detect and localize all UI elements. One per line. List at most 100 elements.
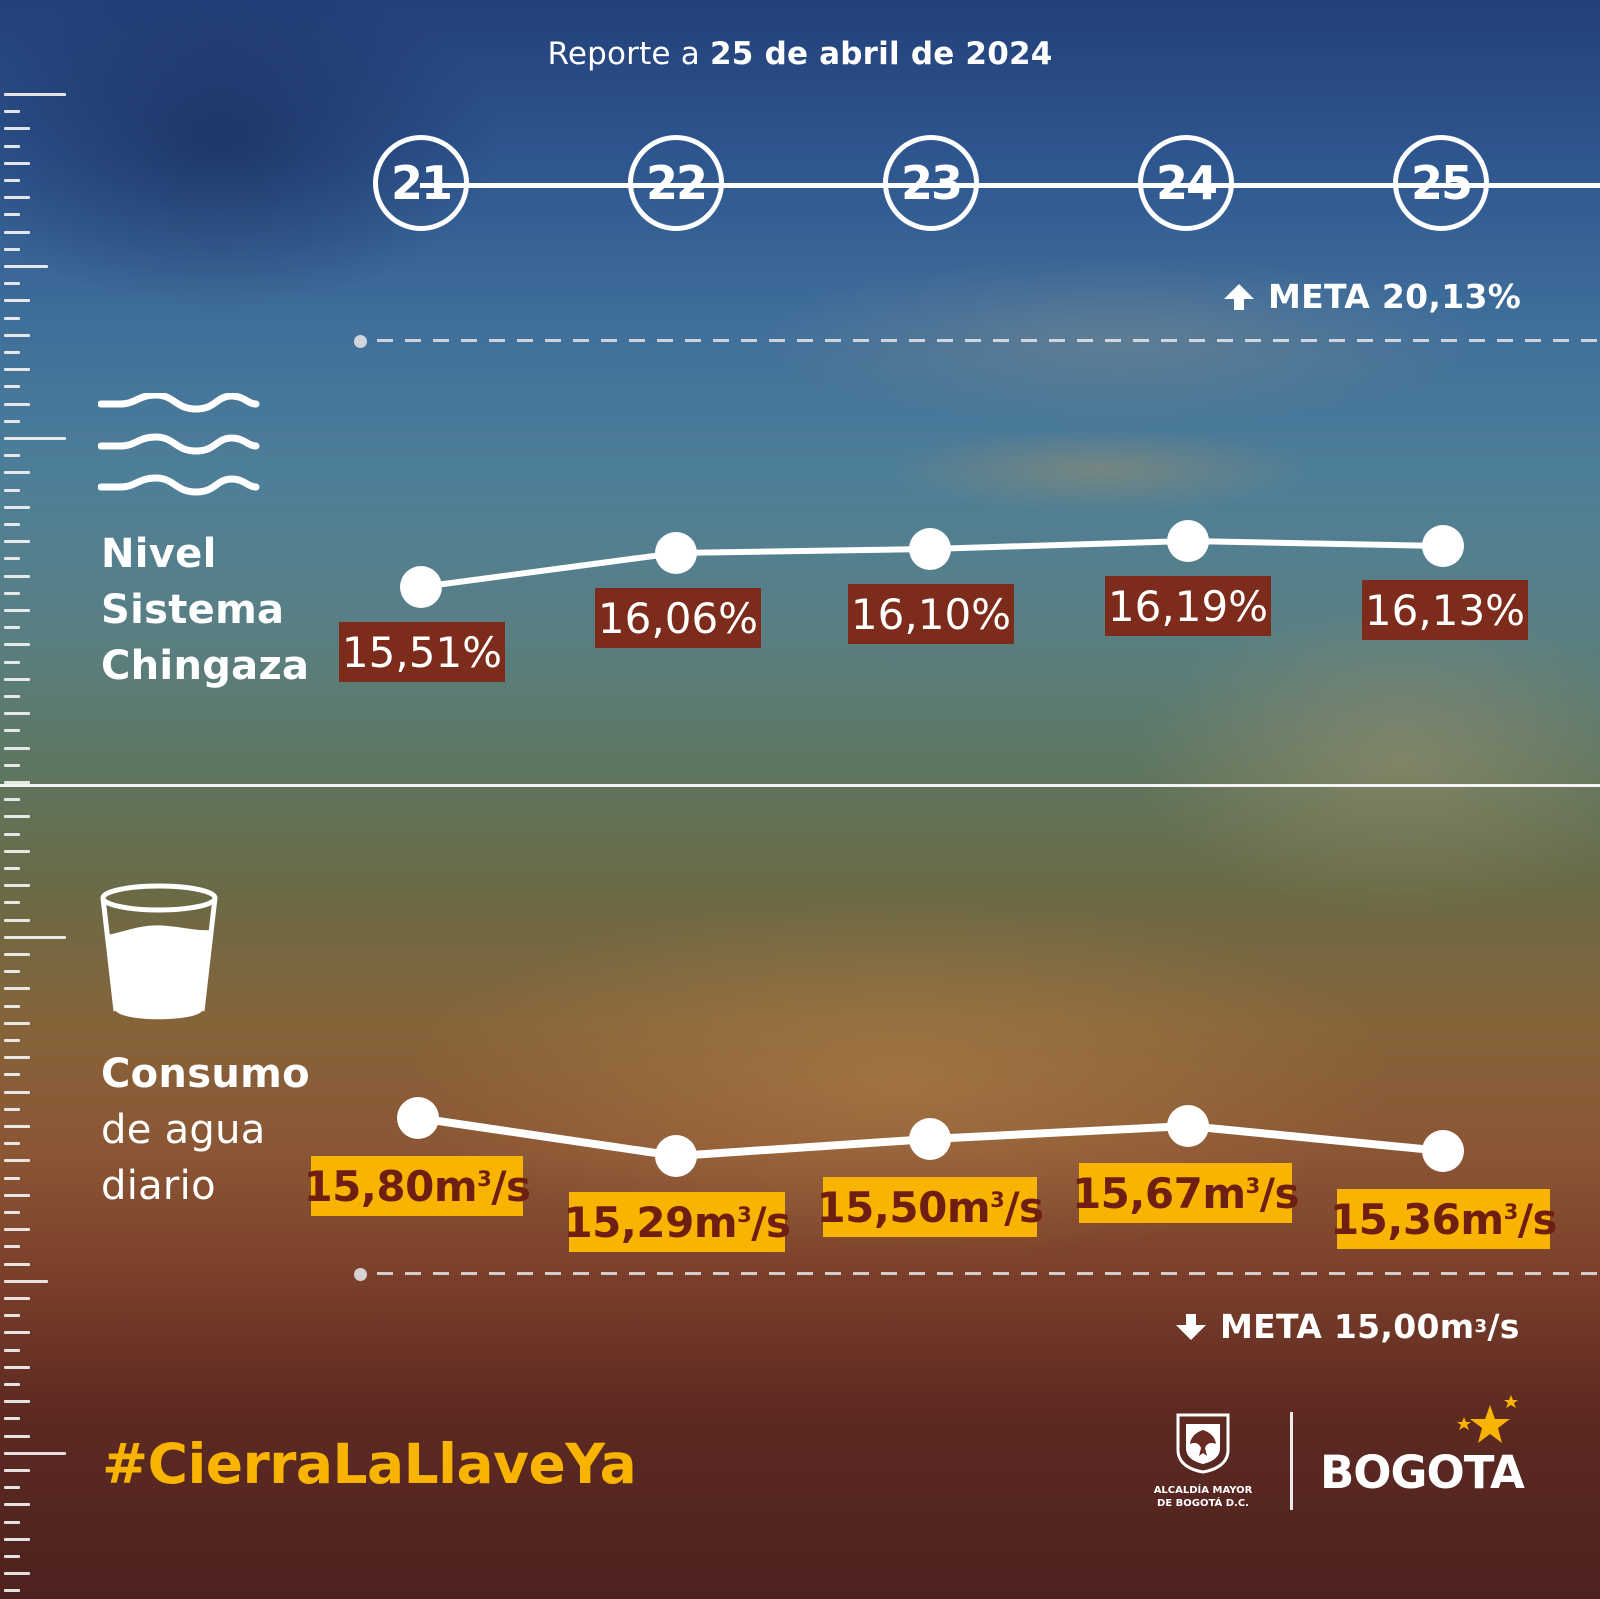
ruler-tick [4, 334, 30, 337]
arrow-up-icon [1224, 283, 1254, 310]
nivel-section-label: Nivel Sistema Chingaza [101, 526, 309, 694]
chip-unit: m [433, 1161, 478, 1211]
nivel-label-line3: Chingaza [101, 643, 310, 689]
chip-number: 15,50 [816, 1182, 947, 1232]
nivel-value-23: 16,10% [848, 584, 1014, 644]
ruler-tick [4, 1108, 20, 1111]
chip-unit-tail: /s [491, 1161, 531, 1211]
day-circle-23: 23 [883, 135, 979, 231]
chip-number: 15,67 [1071, 1168, 1203, 1218]
consumo-point-25 [1422, 1130, 1464, 1172]
consumo-meta-label: META 15,00m [1220, 1307, 1475, 1346]
nivel-meta: META 20,13% [1222, 277, 1521, 316]
chip-text: 16,06% [597, 593, 759, 643]
ruler-tick [4, 987, 30, 990]
ruler-tick [4, 1177, 20, 1180]
day-circle-25: 25 [1393, 135, 1489, 231]
ruler-tick [4, 93, 66, 96]
chip-number: 15,80 [303, 1161, 434, 1211]
nivel-point-23 [909, 528, 951, 570]
ruler-tick [4, 712, 30, 715]
consumo-meta-dot [354, 1268, 367, 1281]
ruler-tick [4, 1228, 30, 1231]
day-circle-24: 24 [1138, 135, 1234, 231]
nivel-value-24: 16,19% [1105, 576, 1271, 636]
ruler-tick [4, 145, 20, 148]
chip-text: 16,13% [1364, 585, 1526, 635]
ruler-tick [4, 540, 30, 543]
ruler-tick [4, 557, 20, 560]
nivel-meta-label: META 20,13% [1268, 277, 1522, 316]
chip-unit-tail: /s [1259, 1168, 1300, 1218]
chip-number: 15,36 [1329, 1194, 1461, 1244]
ruler-tick [4, 506, 30, 509]
day-circle-21: 21 [373, 135, 469, 231]
chip-unit-sup: 3 [990, 1187, 1005, 1212]
water-waves-icon [98, 393, 260, 496]
ruler-tick [4, 523, 20, 526]
ruler-tick [4, 231, 30, 234]
ruler-tick [4, 592, 20, 595]
consumo-point-21 [397, 1097, 439, 1139]
nivel-value-22: 16,06% [595, 588, 761, 648]
ruler-tick [4, 1366, 30, 1369]
timeline-line [420, 183, 1600, 188]
campaign-hashtag: #CierraLaLlaveYa [102, 1432, 637, 1496]
ruler-tick [4, 815, 30, 818]
arrow-down-icon [1176, 1313, 1206, 1340]
consumo-value-21: 15,80 m 3/s [303, 1156, 531, 1216]
chip-unit-sup: 3 [1245, 1173, 1261, 1198]
ruler-tick [4, 1417, 20, 1420]
ruler-tick [4, 1245, 20, 1248]
ruler-tick [4, 317, 20, 320]
ruler-tick [4, 1263, 30, 1266]
consumo-value-22: 15,29 m 3/s [563, 1192, 791, 1252]
ruler-tick [4, 729, 20, 732]
consumo-value-25: 15,36 m 3/s [1330, 1189, 1558, 1249]
ruler-tick [4, 1589, 20, 1592]
alcaldia-line1: ALCALDÍA MAYOR [1153, 1485, 1253, 1496]
ruler-tick [4, 747, 30, 750]
nivel-label-line1: Nivel [101, 531, 217, 577]
ruler-tick [4, 282, 20, 285]
nivel-meta-dashed-line [377, 339, 1600, 342]
ruler-tick [4, 901, 20, 904]
ruler-tick [4, 1555, 20, 1558]
ruler-tick [4, 196, 30, 199]
consumo-point-23 [909, 1118, 951, 1160]
ruler-tick [4, 970, 20, 973]
ruler-tick [4, 162, 30, 165]
chip-unit: m [946, 1182, 991, 1232]
ruler-tick [4, 1503, 30, 1506]
nivel-point-24 [1167, 520, 1209, 562]
day-label: 21 [390, 156, 453, 210]
ruler-tick [4, 110, 20, 113]
ruler-tick [4, 1400, 30, 1403]
ruler-tick [4, 351, 20, 354]
ruler-tick [4, 1073, 20, 1076]
ruler-tick [4, 953, 30, 956]
alcaldia-logo: ALCALDÍA MAYOR DE BOGOTÁ D.C. [1148, 1412, 1258, 1510]
chip-unit: m [693, 1197, 738, 1247]
ruler-tick [4, 179, 20, 182]
ruler-tick [4, 695, 20, 698]
chip-number: 15,29 [563, 1197, 694, 1247]
ruler-tick [4, 299, 30, 302]
consumo-meta-sup: 3 [1474, 1315, 1488, 1337]
ruler-tick [4, 575, 30, 578]
ruler-tick [4, 1142, 20, 1145]
day-label: 25 [1410, 156, 1473, 210]
ruler-tick [4, 489, 20, 492]
ruler-tick [4, 936, 66, 939]
day-circle-22: 22 [628, 135, 724, 231]
ruler-tick [4, 368, 30, 371]
measuring-ruler [0, 0, 70, 1599]
logo-divider [1290, 1412, 1293, 1510]
ruler-tick [4, 867, 20, 870]
ruler-tick [4, 1331, 30, 1334]
ruler-tick [4, 781, 30, 784]
chip-unit-sup: 3 [737, 1202, 752, 1227]
coat-of-arms-icon [1176, 1413, 1230, 1474]
bogota-brand-logo: BOGOTA [1320, 1446, 1525, 1499]
